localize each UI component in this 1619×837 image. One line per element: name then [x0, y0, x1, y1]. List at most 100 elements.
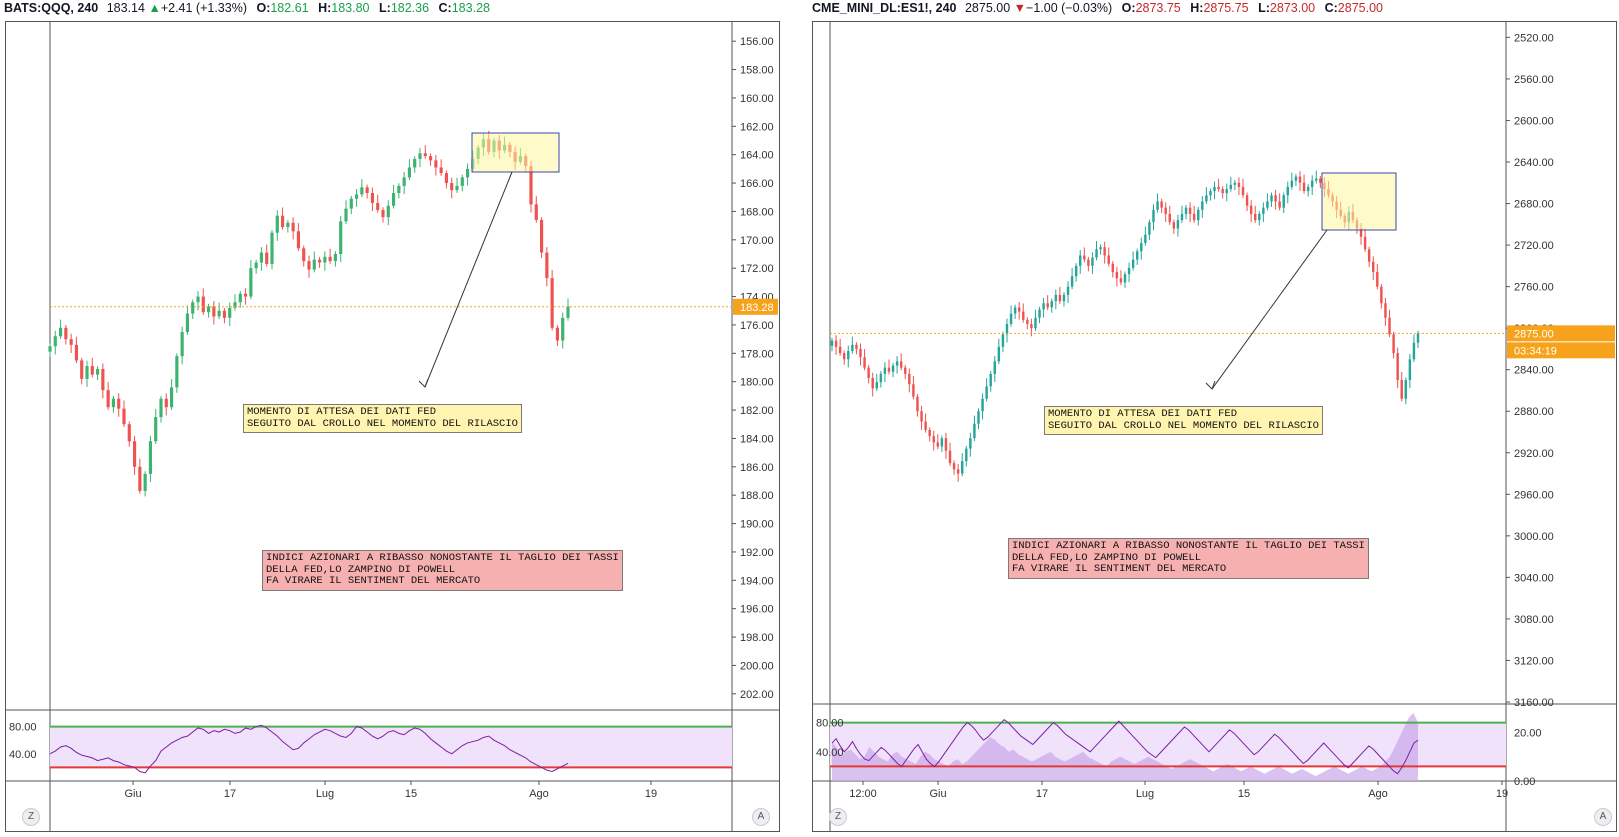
- candle-body: [222, 310, 227, 318]
- right-l-label: L:: [1258, 1, 1270, 15]
- left-open: 182.61: [270, 1, 309, 15]
- left-auto-button[interactable]: A: [752, 808, 770, 826]
- candle-body: [413, 158, 417, 168]
- right-low: 2873.00: [1269, 1, 1316, 15]
- candle-body: [1054, 294, 1058, 302]
- candle-body: [365, 187, 369, 193]
- right-auto-button[interactable]: A: [1594, 808, 1612, 826]
- right-note-rate-cut[interactable]: INDICI AZIONARI A RIBASSO NONOSTANTE IL …: [1008, 538, 1369, 579]
- candle-body: [80, 360, 84, 379]
- candle-body: [1168, 213, 1171, 223]
- candle-body: [863, 357, 866, 368]
- candle-body: [159, 398, 163, 418]
- price-axis-label: 3000.00: [1514, 531, 1554, 543]
- left-chart-svg[interactable]: 202.00 200.00 198.00 196.00 194.00 192.00 190.…: [5, 21, 780, 832]
- candle-body: [275, 215, 279, 233]
- candle-body: [312, 259, 316, 270]
- right-symbol[interactable]: CME_MINI_DL:ES1!, 240: [812, 1, 957, 15]
- candle-body: [286, 222, 290, 228]
- candle-body: [1030, 324, 1033, 329]
- left-zoom-button[interactable]: Z: [22, 808, 40, 826]
- candle-body: [1184, 207, 1188, 214]
- candle-body: [339, 221, 343, 254]
- candle-body: [891, 365, 895, 372]
- candle-body: [1074, 265, 1078, 277]
- candle-body: [439, 167, 443, 174]
- candle-body: [842, 353, 846, 360]
- annotation-arrow: [1211, 229, 1328, 390]
- rsi-axis-label: 80.00: [9, 722, 37, 734]
- candle-body: [1396, 353, 1399, 381]
- time-axis-label: 12:00: [849, 788, 877, 800]
- left-h-label: H:: [318, 1, 332, 15]
- candle-body: [1209, 191, 1212, 196]
- price-axis-label: 160.00: [740, 93, 774, 105]
- candle-body: [444, 173, 449, 184]
- left-note-fed-wait[interactable]: MOMENTO DI ATTESA DEI DATI FED SEGUITO D…: [243, 404, 522, 433]
- time-axis-label: Lug: [316, 788, 334, 800]
- candle-body: [867, 367, 870, 378]
- candle-body: [1050, 301, 1053, 308]
- price-axis-label: 202.00: [740, 689, 774, 701]
- price-axis-label: 2600.00: [1514, 115, 1554, 127]
- price-axis-label: 2760.00: [1514, 282, 1554, 294]
- candle-body: [1266, 201, 1269, 208]
- time-axis-label: Giu: [929, 788, 946, 800]
- candle-body: [928, 429, 931, 437]
- price-axis-label: 176.00: [740, 320, 774, 332]
- candle-body: [1408, 359, 1412, 381]
- candle-body: [1258, 213, 1261, 221]
- right-change: −1.00 (−0.03%): [1026, 1, 1113, 15]
- candle-body: [1294, 176, 1298, 181]
- candle-body: [1412, 342, 1416, 360]
- right-note-fed-wait[interactable]: MOMENTO DI ATTESA DEI DATI FED SEGUITO D…: [1044, 406, 1323, 435]
- candle-body: [354, 194, 359, 199]
- candle-body: [561, 317, 565, 341]
- candle-body: [397, 185, 401, 193]
- candle-body: [180, 332, 184, 357]
- candle-body: [1359, 228, 1363, 237]
- candle-body: [291, 222, 295, 232]
- candle-body: [296, 231, 301, 249]
- candle-body: [376, 202, 380, 211]
- right-chart-panel[interactable]: 3160.00 3120.00 3080.00 3040.00 3000.00 2960.…: [812, 21, 1617, 832]
- candle-body: [1384, 303, 1387, 318]
- candle-body: [1083, 255, 1086, 260]
- left-note-rate-cut[interactable]: INDICI AZIONARI A RIBASSO NONOSTANTE IL …: [262, 550, 623, 591]
- highlight-box: [1321, 172, 1397, 231]
- left-chart-panel[interactable]: 202.00 200.00 198.00 196.00 194.00 192.00 190.…: [5, 21, 780, 832]
- left-symbol[interactable]: BATS:QQQ, 240: [4, 1, 99, 15]
- candle-body: [1038, 309, 1041, 318]
- candle-body: [1241, 186, 1245, 196]
- candle-body: [883, 367, 887, 374]
- down-triangle-icon: ▼: [1013, 1, 1027, 15]
- candle-body: [920, 411, 923, 422]
- right-zoom-button[interactable]: Z: [829, 808, 847, 826]
- candle-body: [117, 398, 121, 409]
- candle-body: [391, 192, 396, 206]
- candle-body: [550, 278, 554, 328]
- candle-body: [1079, 255, 1082, 266]
- arrow-head: [1205, 380, 1216, 390]
- price-axis-label: 3120.00: [1514, 655, 1554, 667]
- candle-body: [916, 396, 919, 412]
- candle-body: [323, 256, 327, 263]
- annotation-arrow: [424, 171, 513, 388]
- candle-body: [243, 293, 248, 297]
- candle-body: [1099, 247, 1102, 250]
- candle-body: [1095, 249, 1098, 258]
- candle-body: [1042, 303, 1045, 310]
- candle-body: [1013, 307, 1017, 314]
- candle-body: [973, 423, 976, 439]
- price-axis-label: 170.00: [740, 235, 774, 247]
- candle-body: [64, 327, 68, 340]
- candle-body: [85, 366, 89, 379]
- price-axis-label: 2880.00: [1514, 406, 1554, 418]
- candle-body: [899, 361, 903, 368]
- candle-body: [956, 469, 960, 474]
- candle-body: [1286, 186, 1289, 196]
- rsi-line: [49, 724, 569, 774]
- price-axis-label: 192.00: [740, 547, 774, 559]
- candle-body: [1180, 213, 1184, 221]
- candle-body: [1070, 276, 1074, 287]
